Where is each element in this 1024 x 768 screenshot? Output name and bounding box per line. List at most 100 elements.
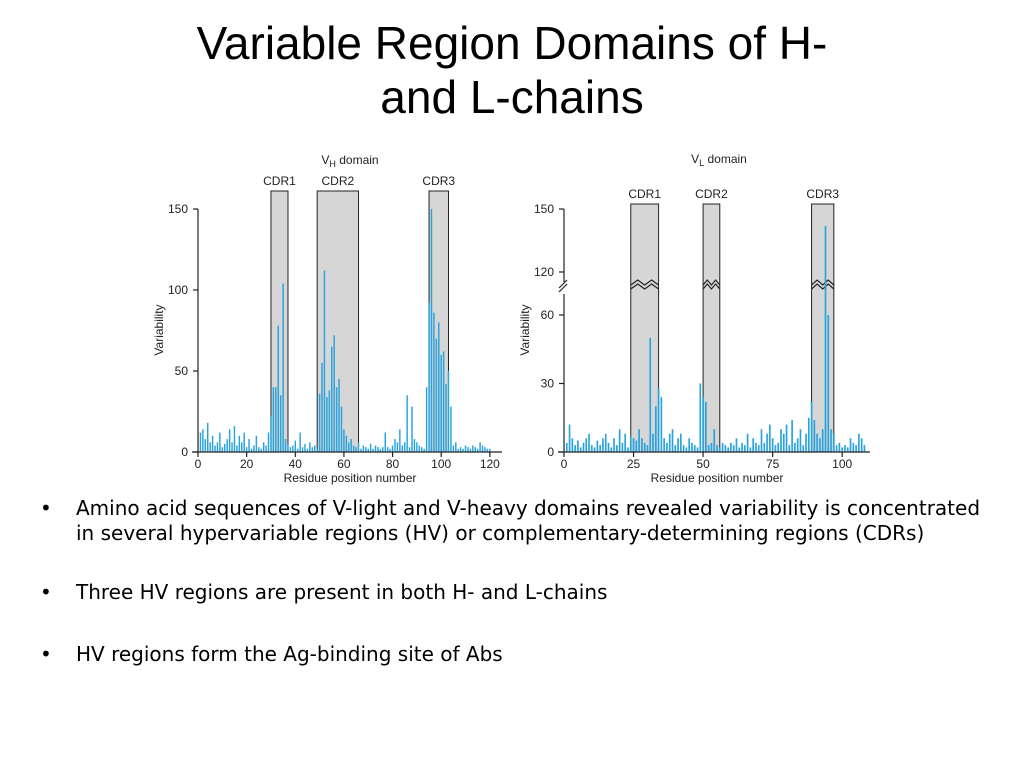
vh-bar xyxy=(348,442,350,452)
vh-bar xyxy=(224,443,226,452)
vh-x-axis-label: Residue position number xyxy=(284,471,417,485)
vh-bar xyxy=(228,429,231,452)
vl-x-tick-label: 75 xyxy=(766,457,780,471)
vl-bar xyxy=(660,397,663,452)
vl-bar xyxy=(724,445,727,452)
vh-bar xyxy=(479,442,481,452)
vl-bar xyxy=(713,429,716,452)
vh-bar xyxy=(255,435,258,452)
vh-bar xyxy=(299,432,301,452)
vl-x-tick-label: 50 xyxy=(696,457,710,471)
vl-y-tick-label: 120 xyxy=(534,265,554,279)
vh-x-tick-label: 20 xyxy=(240,457,254,471)
vh-bar xyxy=(214,445,216,452)
vh-bar xyxy=(433,312,435,452)
vl-bar xyxy=(577,440,579,452)
bullet-item-2: • Three HV regions are present in both H-… xyxy=(40,580,990,605)
vh-bar xyxy=(391,445,394,452)
vl-x-tick-label: 0 xyxy=(561,457,568,471)
vh-bar xyxy=(294,440,297,452)
vh-bar xyxy=(262,442,265,452)
vl-bar xyxy=(610,447,613,452)
vl-bar xyxy=(654,406,657,452)
vh-bar xyxy=(394,439,396,452)
vl-cdr3-region xyxy=(811,203,835,453)
vl-y-axis-break xyxy=(558,283,568,293)
vl-bar xyxy=(702,397,704,452)
vl-bar xyxy=(624,433,627,452)
vl-bar xyxy=(680,433,682,452)
vl-bar xyxy=(652,433,654,452)
vh-bar xyxy=(306,448,309,452)
vl-bar xyxy=(718,447,721,452)
vl-bar xyxy=(716,445,718,452)
vl-bar xyxy=(621,442,624,452)
vl-x-tick-label: 25 xyxy=(627,457,641,471)
vl-bar xyxy=(657,388,660,452)
vh-bar xyxy=(350,439,352,452)
vh-bar xyxy=(243,432,245,452)
vh-bar xyxy=(199,432,202,452)
vl-bar xyxy=(738,447,741,452)
vl-y-tick-label: 60 xyxy=(541,308,555,322)
vl-bar xyxy=(844,445,846,452)
vh-bar xyxy=(314,445,316,452)
vh-bar xyxy=(248,439,250,452)
bullet-dot: • xyxy=(40,496,52,520)
vh-bar xyxy=(455,442,457,452)
vl-bar xyxy=(568,424,571,452)
vl-bar xyxy=(685,447,688,452)
vh-bar xyxy=(411,406,413,452)
vh-bar xyxy=(219,432,221,452)
vl-bar xyxy=(849,438,852,452)
vh-bar xyxy=(476,448,479,452)
vh-bar xyxy=(435,338,438,452)
vh-bar xyxy=(226,439,228,452)
vh-bar xyxy=(267,432,270,452)
vl-bar xyxy=(746,433,749,452)
vl-bar xyxy=(629,436,632,452)
vh-bar xyxy=(333,335,335,452)
vh-bar xyxy=(236,445,238,452)
vh-bar xyxy=(275,387,277,452)
vh-bar xyxy=(343,429,345,452)
vh-y-axis-label: Variability xyxy=(152,304,166,355)
vl-bar xyxy=(579,447,582,452)
vh-bar xyxy=(408,447,411,452)
vh-bar xyxy=(202,429,204,452)
vh-bar xyxy=(438,322,440,452)
vh-bar xyxy=(389,448,391,452)
vl-bar xyxy=(833,433,835,452)
vh-bar xyxy=(245,447,248,452)
vh-bar xyxy=(382,447,384,452)
vl-bar xyxy=(677,438,679,452)
vh-bar xyxy=(221,447,224,452)
vl-bar xyxy=(596,440,599,452)
vh-bar xyxy=(258,447,260,452)
vh-bar xyxy=(345,435,348,452)
vl-bar xyxy=(830,429,832,452)
vh-bar xyxy=(335,387,338,452)
vh-x-tick-label: 80 xyxy=(386,457,400,471)
vl-bar xyxy=(780,429,782,452)
vh-y-tick-label: 0 xyxy=(181,445,188,459)
vh-bar xyxy=(447,371,450,452)
vl-bar xyxy=(649,337,652,452)
vl-bar xyxy=(755,442,757,452)
vh-bar xyxy=(367,448,369,452)
vl-cdr1-region xyxy=(630,203,660,453)
bullet-dot: • xyxy=(40,580,52,604)
vh-bar xyxy=(340,406,343,452)
vh-bar xyxy=(365,447,367,452)
vh-bar xyxy=(238,435,241,452)
vl-bar xyxy=(757,445,760,452)
vl-bar xyxy=(807,417,810,452)
vl-bar xyxy=(788,445,791,452)
vh-x-tick-label: 0 xyxy=(195,457,202,471)
vh-bar xyxy=(425,387,428,452)
vh-bar xyxy=(362,445,365,452)
vl-bar xyxy=(827,315,830,452)
vh-bar xyxy=(472,445,474,452)
vl-domain-chart: VL domain CDR1 CDR2 CDR3 0 30 60 120 150 0 25 50 75… xyxy=(518,152,870,485)
vl-bar xyxy=(693,445,696,452)
